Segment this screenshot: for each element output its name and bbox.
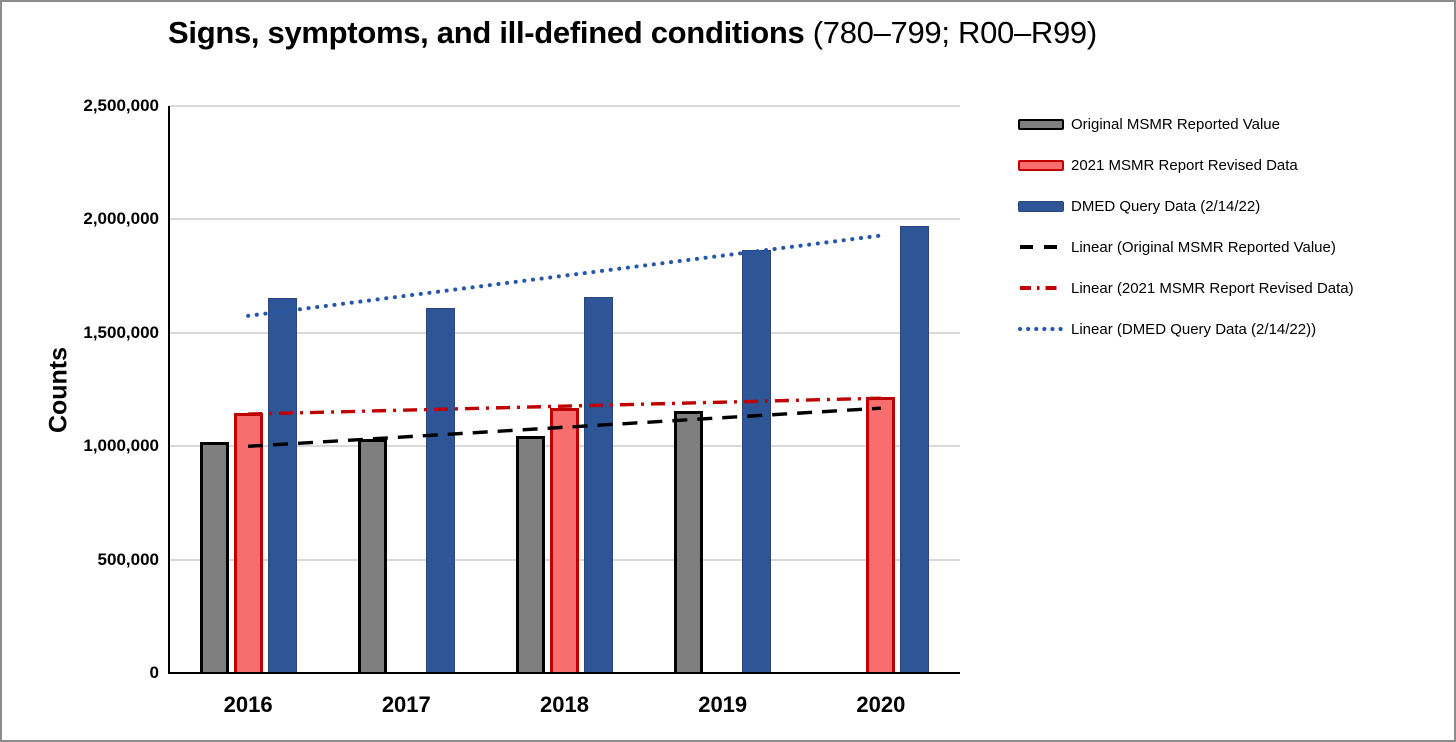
bar-2021-msmr-report-revised-data-2020: [866, 397, 896, 673]
legend-bar-swatch-icon: [1018, 200, 1064, 212]
legend-label: DMED Query Data (2/14/22): [1071, 197, 1261, 215]
legend-item-linear-original-msmr-reported-value: Linear (Original MSMR Reported Value): [1018, 236, 1336, 258]
y-axis-title: Counts: [44, 346, 73, 434]
y-tick-label: 1,500,000: [83, 322, 159, 342]
y-axis-line: [168, 106, 170, 674]
legend-bar-swatch-icon: [1018, 159, 1064, 171]
legend-line-swatch-icon: [1020, 245, 1062, 249]
bar-dmed-query-data-2-14-22-2018: [584, 296, 613, 673]
legend-item-2021-msmr-report-revised-data: 2021 MSMR Report Revised Data: [1018, 154, 1298, 176]
x-tick-label-2019: 2019: [698, 692, 748, 717]
bar-dmed-query-data-2-14-22-2019: [742, 250, 772, 673]
bar-2021-msmr-report-revised-data-2018: [550, 407, 579, 673]
legend-label: Linear (Original MSMR Reported Value): [1071, 238, 1336, 256]
x-tick-label-2017: 2017: [381, 692, 431, 717]
x-tick-label-2016: 2016: [223, 692, 273, 717]
legend-item-linear-dmed-query-data-2-14-22: Linear (DMED Query Data (2/14/22)): [1018, 318, 1316, 340]
legend-line-swatch-icon: [1018, 327, 1064, 331]
bar-dmed-query-data-2-14-22-2016: [267, 297, 297, 673]
gridline: [169, 105, 960, 107]
bar-original-msmr-reported-value-2017: [357, 439, 387, 673]
bar-original-msmr-reported-value-2018: [516, 436, 545, 673]
bar-dmed-query-data-2-14-22-2020: [900, 226, 930, 673]
bar-dmed-query-data-2-14-22-2017: [425, 307, 455, 673]
chart-title: Signs, symptoms, and ill-defined conditi…: [168, 15, 1097, 51]
legend-label: 2021 MSMR Report Revised Data: [1071, 156, 1298, 174]
legend-bar-swatch-icon: [1018, 118, 1064, 130]
y-tick-label: 0: [149, 663, 159, 682]
y-tick-label: 500,000: [97, 549, 159, 569]
trendline-dot: [246, 233, 883, 318]
legend-label: Linear (DMED Query Data (2/14/22)): [1071, 320, 1317, 338]
x-tick-label-2020: 2020: [856, 692, 906, 717]
bar-original-msmr-reported-value-2016: [199, 441, 229, 673]
y-tick-label: 2,000,000: [83, 209, 159, 229]
legend-item-linear-2021-msmr-report-revised-data: Linear (2021 MSMR Report Revised Data): [1018, 277, 1354, 299]
y-tick-label: 2,500,000: [83, 96, 159, 115]
legend-label: Linear (2021 MSMR Report Revised Data): [1071, 279, 1354, 297]
chart-title-main: Signs, symptoms, and ill-defined conditi…: [168, 15, 805, 50]
legend-line-swatch-icon: [1020, 286, 1062, 290]
chart-title-code-range: (780–799; R00–R99): [804, 15, 1097, 50]
bar-2021-msmr-report-revised-data-2016: [233, 413, 263, 673]
gridline: [169, 218, 960, 220]
x-tick-label-2018: 2018: [540, 692, 589, 717]
y-tick-label: 1,000,000: [83, 436, 159, 456]
bar-original-msmr-reported-value-2019: [674, 411, 704, 673]
legend-item-original-msmr-reported-value: Original MSMR Reported Value: [1018, 113, 1280, 135]
legend-item-dmed-query-data-2-14-22: DMED Query Data (2/14/22): [1018, 195, 1260, 217]
legend-label: Original MSMR Reported Value: [1071, 115, 1280, 133]
